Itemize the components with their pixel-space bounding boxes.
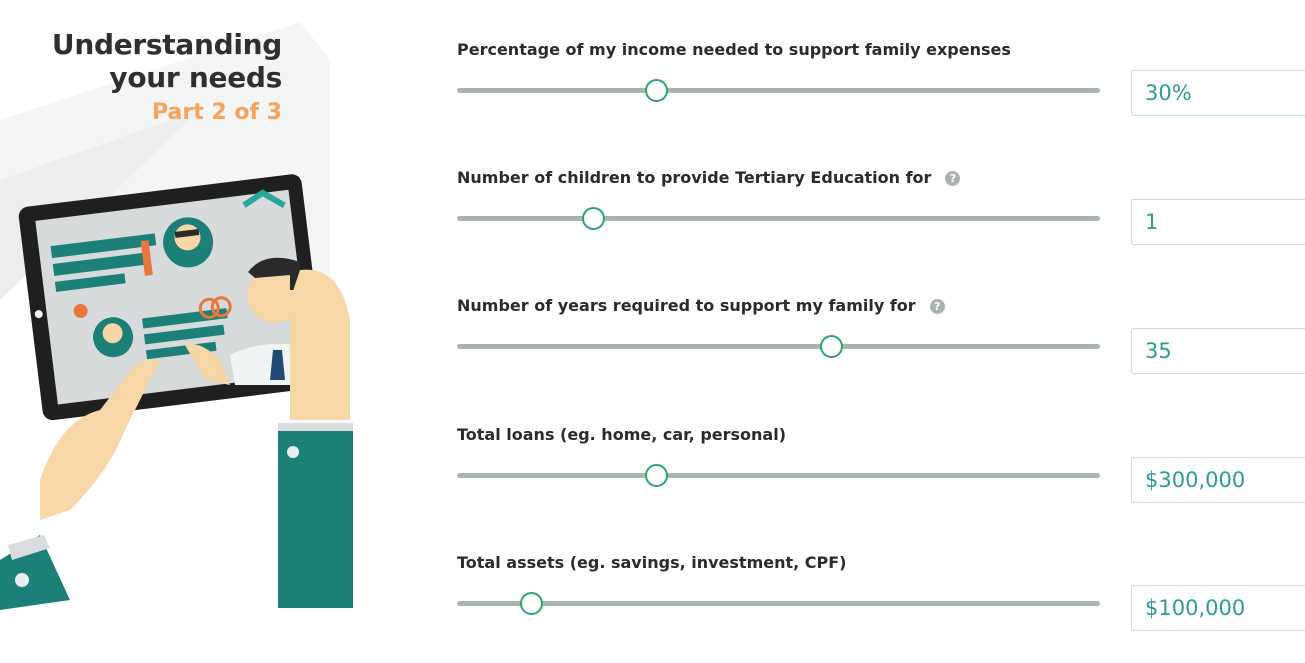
help-icon[interactable]: ? [945, 171, 961, 186]
section-heading: Understanding your needs Part 2 of 3 [0, 28, 282, 131]
total-assets-field: Total assets (eg. savings, investment, C… [457, 553, 1305, 663]
total-assets-slider-thumb[interactable] [520, 592, 543, 615]
income-percentage-field: Percentage of my income needed to suppor… [457, 40, 1305, 150]
total-loans-input[interactable]: $300,000 [1131, 457, 1305, 503]
children-education-slider-track[interactable] [457, 216, 1100, 221]
income-percentage-slider-track[interactable] [457, 88, 1100, 93]
total-loans-slider-track[interactable] [457, 473, 1100, 478]
income-percentage-label: Percentage of my income needed to suppor… [457, 40, 1011, 59]
heading-line-2: your needs [109, 61, 282, 94]
heading-line-1: Understanding [51, 28, 282, 61]
children-education-label: Number of children to provide Tertiary E… [457, 168, 961, 187]
support-years-slider-thumb[interactable] [820, 335, 843, 358]
tablet-illustration [0, 174, 353, 610]
support-years-label: Number of years required to support my f… [457, 296, 945, 315]
total-assets-slider-track[interactable] [457, 601, 1100, 606]
support-years-field: Number of years required to support my f… [457, 296, 1305, 406]
total-loans-label: Total loans (eg. home, car, personal) [457, 425, 787, 444]
children-education-field: Number of children to provide Tertiary E… [457, 168, 1305, 278]
children-education-slider-thumb[interactable] [582, 207, 605, 230]
support-years-slider-track[interactable] [457, 344, 1100, 349]
income-percentage-input[interactable]: 30% [1131, 70, 1305, 116]
total-assets-label: Total assets (eg. savings, investment, C… [457, 553, 847, 572]
step-indicator: Part 2 of 3 [151, 100, 282, 125]
income-percentage-slider-thumb[interactable] [645, 79, 668, 102]
total-loans-slider-thumb[interactable] [645, 464, 668, 487]
children-education-input[interactable]: 1 [1131, 199, 1305, 245]
total-loans-field: Total loans (eg. home, car, personal) $3… [457, 425, 1305, 535]
support-years-input[interactable]: 35 [1131, 328, 1305, 374]
total-assets-input[interactable]: $100,000 [1131, 585, 1305, 631]
help-icon[interactable]: ? [929, 299, 945, 314]
